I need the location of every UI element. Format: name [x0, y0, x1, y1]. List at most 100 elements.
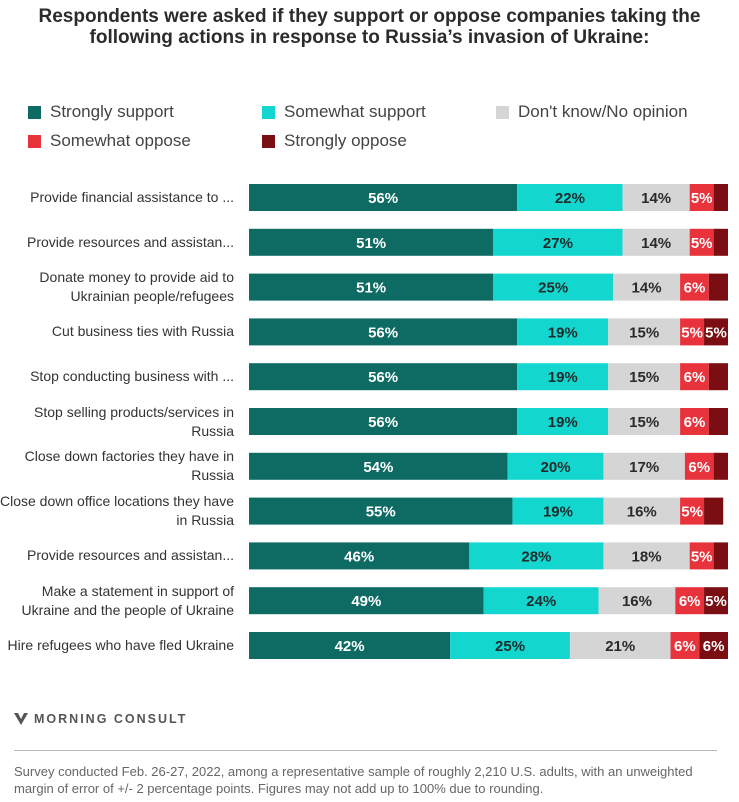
bar-value-label: 22%: [555, 190, 585, 207]
bar-segment: [249, 228, 494, 256]
legend-item-somewhat-support: Somewhat support: [262, 102, 426, 122]
bar-segment: [512, 497, 604, 525]
bar-value-label: 19%: [548, 324, 578, 341]
bar-value-label: 16%: [622, 593, 652, 610]
bar-segment: [680, 318, 705, 346]
category-label: Provide resources and assistan...: [27, 547, 234, 564]
bar-segment: [613, 273, 681, 301]
bar-segment: [680, 363, 709, 391]
brand: MORNING CONSULT: [14, 712, 187, 726]
bar-value-label: 6%: [684, 414, 706, 431]
chart-title-line-1: Respondents were asked if they support o…: [38, 6, 701, 27]
bar-value-label: 6%: [703, 638, 725, 655]
bar-value-label: 25%: [495, 638, 525, 655]
chart-title-line-2: following actions in response to Russia’…: [89, 27, 650, 48]
category-label: Close down office locations they have in…: [0, 493, 234, 529]
category-label: Close down factories they have in Russia: [24, 448, 234, 484]
bar-segment: [249, 542, 470, 570]
legend-label: Don't know/No opinion: [518, 102, 688, 121]
bar-value-label: 54%: [363, 459, 393, 476]
bar-value-label: 14%: [632, 280, 662, 297]
bar-value-label: 56%: [368, 414, 398, 431]
bar-segment: [680, 408, 709, 435]
category-label: Provide resources and assistan...: [27, 233, 234, 250]
bar-value-label: 14%: [641, 190, 671, 207]
bar-value-label: 19%: [548, 414, 578, 431]
bar-value-label: 6%: [688, 459, 710, 476]
bar-segment: [249, 363, 518, 391]
bar-value-label: 5%: [681, 324, 703, 341]
bar-segment: [713, 228, 728, 256]
bar-segment: [493, 228, 623, 256]
bar-value-label: 20%: [541, 459, 571, 476]
bar-segment: [699, 632, 728, 659]
bar-value-label: 5%: [691, 235, 713, 252]
bar-segment: [713, 452, 728, 480]
bar-segment: [608, 363, 681, 391]
stacked-bar-chart: 56% 22% 14% 5% 51% 27% 14% 5% 51% 25% 14% 6% 56% 19% 1…: [249, 184, 728, 659]
bar-value-label: 5%: [705, 324, 727, 341]
bar-segment: [684, 452, 714, 480]
legend-label: Strongly oppose: [284, 131, 407, 150]
bar-segment: [517, 184, 623, 211]
legend-item-dont-know: Don't know/No opinion: [496, 102, 688, 122]
bar-value-label: 25%: [538, 280, 568, 297]
bar-value-label: 18%: [632, 548, 662, 565]
legend-item-strongly-oppose: Strongly oppose: [262, 131, 407, 151]
bar-segment: [493, 273, 614, 301]
bar-value-label: 5%: [691, 190, 713, 207]
bar-segment: [713, 184, 728, 211]
bar-segment: [603, 452, 685, 480]
bar-segment: [249, 452, 508, 480]
category-label: Stop conducting business with ...: [30, 368, 234, 385]
bar-value-label: 51%: [356, 280, 386, 297]
bar-segment: [569, 632, 671, 659]
bar-segment: [608, 318, 681, 346]
brand-name: MORNING CONSULT: [34, 712, 188, 726]
bar-value-label: 49%: [351, 593, 381, 610]
category-label: Hire refugees who have fled Ukraine: [7, 637, 234, 653]
category-label: Donate money to provide aid to Ukrainian…: [39, 269, 234, 305]
bar-segment: [680, 273, 709, 301]
bar-segment: [704, 587, 728, 615]
bar-value-label: 6%: [684, 369, 706, 386]
bar-value-label: 51%: [356, 235, 386, 252]
bar-value-label: 24%: [526, 593, 556, 610]
bar-segment: [708, 273, 728, 301]
bar-value-label: 21%: [605, 638, 635, 655]
bar-segment: [680, 497, 705, 525]
footer-divider: [14, 750, 717, 751]
bar-segment: [598, 587, 676, 615]
bar-value-label: 27%: [543, 235, 573, 252]
category-label: Make a statement in support of Ukraine a…: [21, 582, 234, 618]
bar-segment: [450, 632, 570, 659]
bar-segment: [603, 542, 690, 570]
bar-segment: [249, 184, 518, 211]
bar-segment: [708, 408, 728, 435]
bar-value-label: 56%: [368, 324, 398, 341]
bar-value-label: 55%: [366, 504, 396, 521]
bar-segment: [249, 632, 451, 659]
legend-swatch: [28, 105, 41, 119]
bar-value-label: 56%: [368, 190, 398, 207]
bar-segment: [713, 542, 728, 570]
legend-item-strongly-support: Strongly support: [28, 102, 174, 122]
bar-value-label: 17%: [629, 459, 659, 476]
bar-segment: [689, 184, 714, 211]
legend-item-somewhat-oppose: Somewhat oppose: [28, 131, 191, 151]
bar-segment: [517, 318, 609, 346]
category-label: Stop selling products/services in Russia: [34, 403, 234, 439]
bar-segment: [704, 497, 724, 525]
bar-value-label: 19%: [543, 504, 573, 521]
legend-label: Somewhat support: [284, 102, 426, 121]
bar-value-label: 6%: [684, 280, 706, 297]
footnote: Survey conducted Feb. 26-27, 2022, among…: [14, 764, 693, 796]
bar-segment: [622, 228, 690, 256]
bar-value-label: 16%: [627, 504, 657, 521]
legend-swatch: [28, 134, 41, 148]
bar-segment: [249, 587, 484, 615]
bar-segment: [469, 542, 604, 570]
bar-segment: [517, 363, 609, 391]
bar-value-label: 15%: [629, 369, 659, 386]
bar-value-label: 5%: [681, 504, 703, 521]
